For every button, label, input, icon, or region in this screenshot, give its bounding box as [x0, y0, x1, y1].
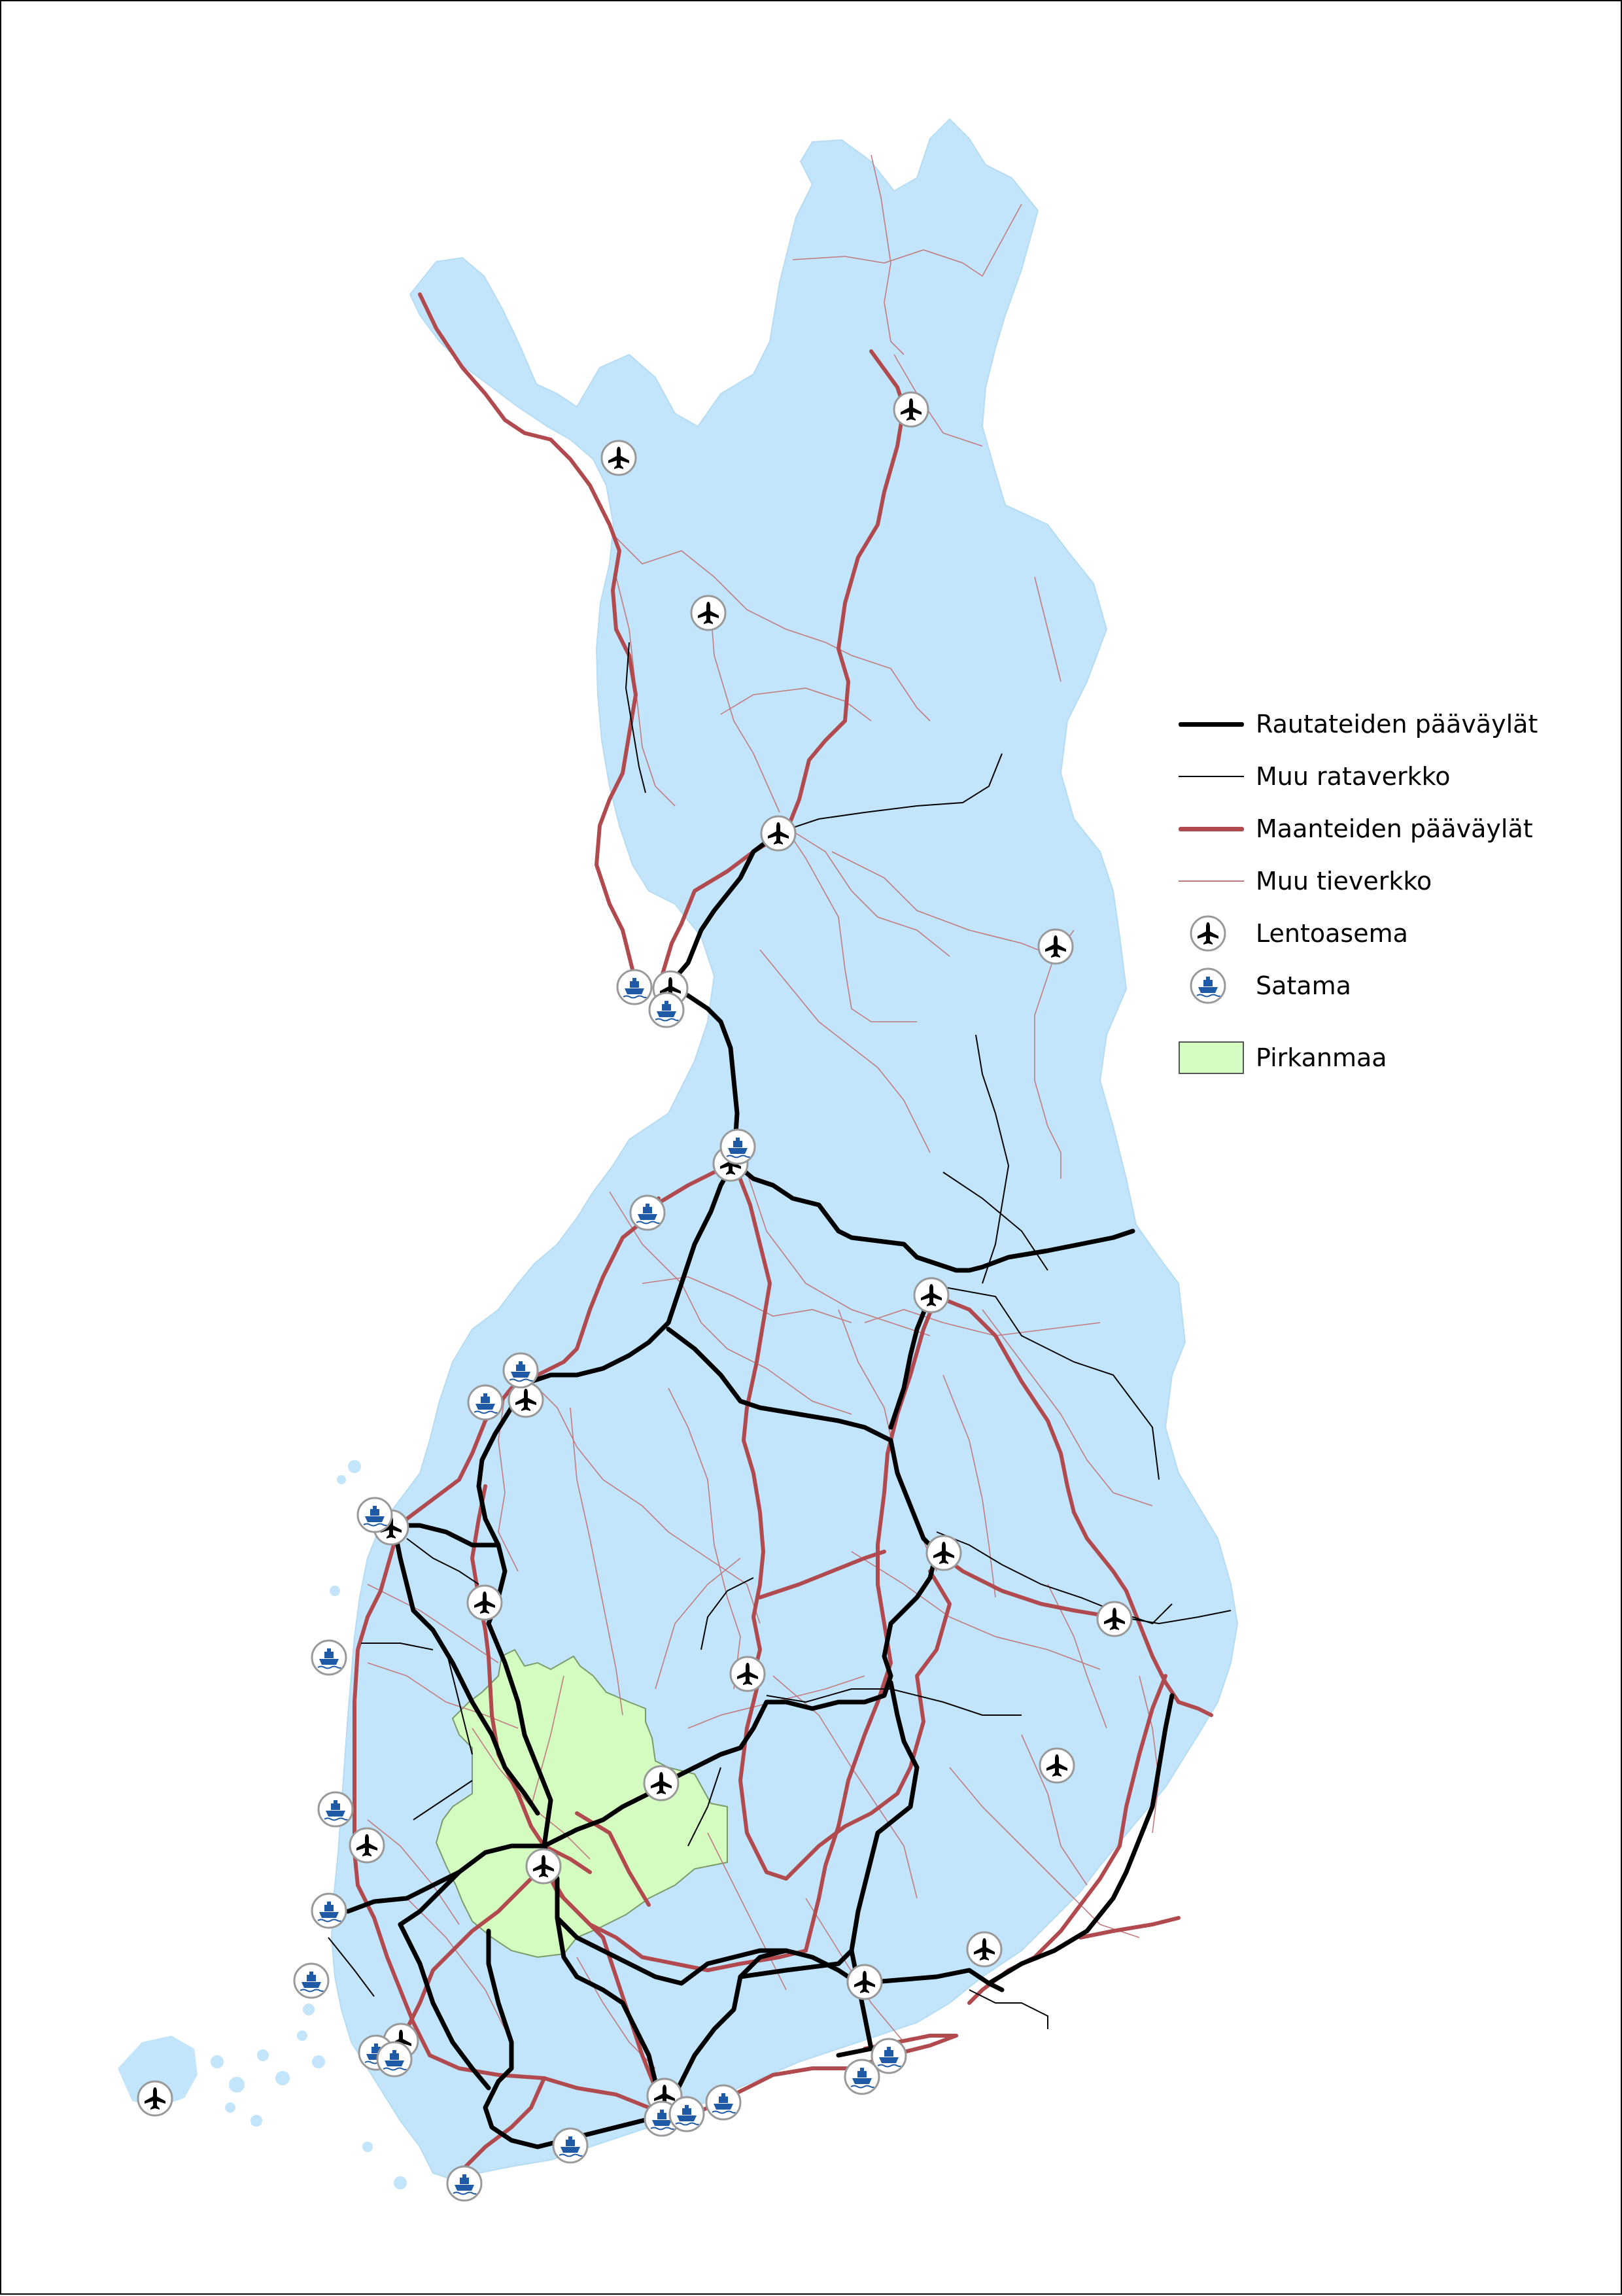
- airplane-icon[interactable]: [525, 1848, 562, 1885]
- airplane-icon[interactable]: [729, 1656, 766, 1692]
- ship-icon[interactable]: [552, 2127, 589, 2164]
- ship-icon[interactable]: [356, 1497, 393, 1533]
- legend-label-region: Pirkanmaa: [1256, 1043, 1387, 1072]
- legend-label-port: Satama: [1256, 971, 1351, 1000]
- airplane-icon[interactable]: [1037, 928, 1074, 965]
- ship-icon[interactable]: [719, 1128, 756, 1165]
- main-railways: [345, 829, 1175, 2149]
- airplane-icon[interactable]: [137, 2080, 173, 2117]
- road-main-line-swatch: [1172, 809, 1244, 848]
- aland-islands: [118, 2036, 198, 2108]
- ship-icon[interactable]: [502, 1352, 539, 1389]
- airplane-icon[interactable]: [466, 1584, 503, 1621]
- legend-item-rail-main: Rautateiden pääväylät: [1172, 698, 1538, 750]
- airplane-icon[interactable]: [893, 391, 929, 428]
- airplane-icon[interactable]: [349, 1827, 385, 1864]
- ship-icon[interactable]: [446, 2165, 483, 2202]
- ship-icon[interactable]: [376, 2041, 413, 2078]
- map-legend: Rautateiden pääväylät Muu rataverkko Maa…: [1172, 698, 1538, 1084]
- legend-item-airport: Lentoasema: [1172, 907, 1538, 960]
- legend-label-rail-main: Rautateiden pääväylät: [1256, 710, 1538, 739]
- airplane-icon[interactable]: [643, 1765, 680, 1801]
- airplane-icon[interactable]: [1096, 1601, 1133, 1637]
- region-swatch: [1172, 1038, 1244, 1077]
- legend-label-rail-other: Muu rataverkko: [1256, 762, 1451, 791]
- ship-icon[interactable]: [648, 992, 685, 1028]
- ship-icon[interactable]: [629, 1194, 666, 1231]
- ship-icon[interactable]: [616, 969, 653, 1005]
- airplane-icon: [1190, 915, 1226, 952]
- legend-item-road-main: Maanteiden pääväylät: [1172, 803, 1538, 855]
- airplane-icon[interactable]: [760, 815, 797, 852]
- airplane-icon[interactable]: [508, 1382, 544, 1418]
- ship-icon[interactable]: [871, 2038, 907, 2074]
- airplane-icon[interactable]: [966, 1931, 1003, 1968]
- ship-icon[interactable]: [311, 1639, 347, 1676]
- airplane-icon[interactable]: [600, 440, 637, 476]
- airplane-icon[interactable]: [925, 1535, 962, 1571]
- airplane-icon[interactable]: [690, 595, 727, 631]
- airplane-icon[interactable]: [913, 1277, 950, 1313]
- legend-label-road-other: Muu tieverkko: [1256, 867, 1432, 896]
- archipelago-islets: [211, 1123, 708, 2189]
- airplane-icon[interactable]: [846, 1964, 883, 2000]
- ship-icon[interactable]: [293, 1962, 330, 1999]
- rail-other-line-swatch: [1172, 757, 1244, 796]
- airplane-icon[interactable]: [1039, 1747, 1075, 1784]
- ship-icon[interactable]: [467, 1384, 504, 1421]
- legend-item-region: Pirkanmaa: [1172, 1032, 1538, 1084]
- ship-icon[interactable]: [705, 2084, 742, 2121]
- legend-label-airport: Lentoasema: [1256, 919, 1408, 948]
- legend-item-rail-other: Muu rataverkko: [1172, 750, 1538, 803]
- legend-item-road-other: Muu tieverkko: [1172, 855, 1538, 907]
- pirkanmaa-region: [435, 1648, 728, 1958]
- ship-icon[interactable]: [311, 1892, 347, 1929]
- ship-icon[interactable]: [317, 1791, 354, 1828]
- legend-label-road-main: Maanteiden pääväylät: [1256, 814, 1533, 843]
- ship-icon[interactable]: [668, 2096, 705, 2132]
- legend-item-port: Satama: [1172, 960, 1538, 1012]
- ship-icon: [1190, 967, 1226, 1004]
- rail-main-line-swatch: [1172, 704, 1244, 744]
- road-other-line-swatch: [1172, 861, 1244, 901]
